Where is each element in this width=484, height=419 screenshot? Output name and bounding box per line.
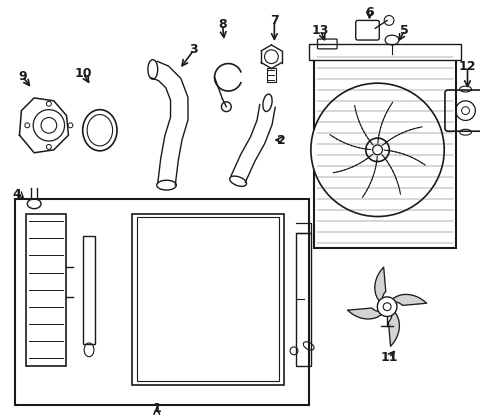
Polygon shape bbox=[374, 267, 386, 307]
Bar bbox=[308, 44, 460, 59]
Polygon shape bbox=[386, 295, 426, 307]
Polygon shape bbox=[386, 307, 399, 346]
Text: 11: 11 bbox=[379, 351, 397, 364]
Bar bbox=[26, 214, 65, 365]
Text: 4: 4 bbox=[12, 189, 21, 202]
Bar bbox=[313, 52, 455, 248]
Text: 1: 1 bbox=[152, 402, 161, 415]
Bar bbox=[137, 217, 279, 381]
Text: 5: 5 bbox=[400, 24, 408, 37]
Text: 13: 13 bbox=[311, 24, 329, 37]
Text: 6: 6 bbox=[364, 6, 373, 19]
Circle shape bbox=[377, 297, 396, 316]
Bar bbox=[295, 233, 310, 365]
Bar bbox=[83, 236, 95, 344]
Bar bbox=[15, 199, 308, 405]
Text: 2: 2 bbox=[276, 134, 285, 147]
Text: 7: 7 bbox=[270, 14, 278, 27]
Text: 8: 8 bbox=[218, 18, 226, 31]
Text: 3: 3 bbox=[189, 43, 198, 56]
Bar bbox=[132, 214, 284, 385]
Text: 12: 12 bbox=[458, 60, 475, 73]
Text: 9: 9 bbox=[18, 70, 27, 83]
Polygon shape bbox=[347, 307, 386, 319]
Bar bbox=[266, 68, 276, 82]
Text: 10: 10 bbox=[74, 67, 92, 80]
Circle shape bbox=[365, 138, 389, 162]
Circle shape bbox=[310, 83, 443, 217]
